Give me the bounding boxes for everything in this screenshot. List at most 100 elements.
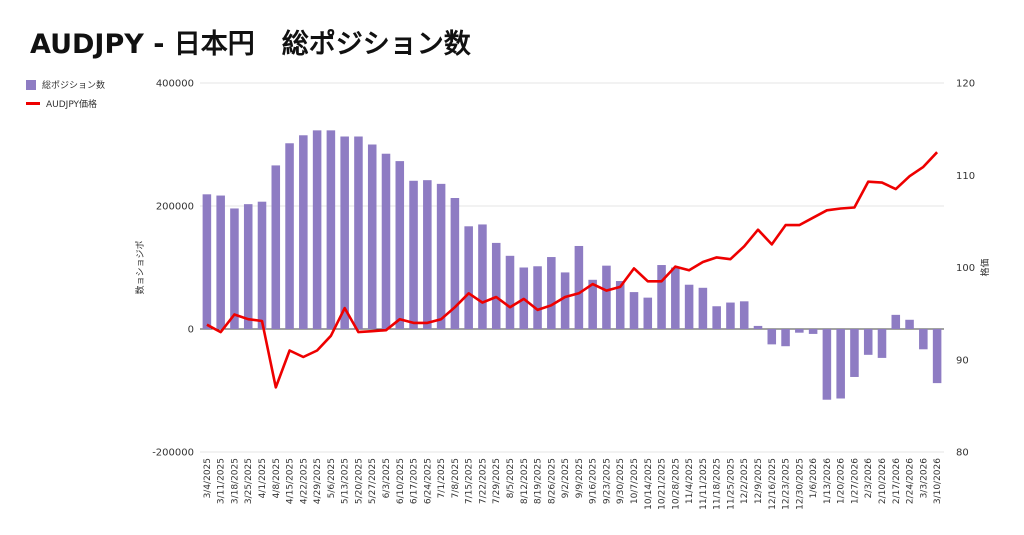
x-tick-label: 1/27/2026 — [850, 458, 860, 504]
bar-total-positions — [712, 306, 721, 329]
x-tick-label: 4/29/2025 — [313, 458, 323, 504]
x-tick-label: 5/27/2025 — [368, 458, 378, 504]
bar-total-positions — [684, 284, 694, 329]
x-tick-label: 10/21/2025 — [658, 458, 668, 510]
x-tick-label: 11/11/2025 — [699, 458, 709, 510]
bar-total-positions — [822, 329, 832, 400]
bar-total-positions — [588, 279, 597, 329]
bar-total-positions — [905, 319, 914, 329]
x-tick-label: 8/19/2025 — [534, 458, 544, 504]
x-tick-label: 1/6/2026 — [809, 458, 819, 499]
legend-swatch-price — [26, 102, 40, 105]
bar-total-positions — [505, 255, 515, 329]
y-right-tick-label: 80 — [956, 448, 969, 459]
x-tick-label: 11/4/2025 — [685, 458, 695, 504]
x-tick-label: 7/8/2025 — [451, 458, 461, 498]
x-tick-label: 2/24/2026 — [906, 458, 916, 504]
bar-total-positions — [932, 329, 942, 384]
x-tick-label: 2/10/2026 — [878, 458, 888, 504]
chart-title: AUDJPY - 日本円 総ポジション数 — [30, 29, 471, 60]
x-tick-label: 4/1/2025 — [258, 458, 268, 498]
x-tick-label: 11/18/2025 — [713, 458, 723, 510]
y-left-tick-label: -200000 — [152, 448, 194, 459]
bar-total-positions — [243, 204, 253, 329]
x-tick-label: 1/13/2026 — [823, 458, 833, 504]
bar-total-positions — [450, 198, 460, 329]
x-tick-label: 11/25/2025 — [726, 458, 736, 510]
price-line — [206, 151, 939, 389]
x-tick-label: 3/3/2026 — [919, 458, 929, 499]
bar-total-positions — [271, 165, 281, 329]
bar-total-positions — [877, 329, 887, 358]
bar-total-positions — [367, 144, 377, 329]
y-right-tick-label: 90 — [956, 355, 969, 366]
bar-total-positions — [299, 135, 308, 329]
x-tick-label: 10/28/2025 — [671, 458, 681, 510]
x-tick-label: 7/29/2025 — [492, 458, 502, 504]
bar-total-positions — [726, 302, 735, 329]
x-tick-label: 3/18/2025 — [230, 458, 240, 504]
bar-total-positions — [863, 329, 873, 355]
x-tick-label: 3/25/2025 — [244, 458, 254, 504]
bar-total-positions — [615, 281, 625, 329]
x-tick-label: 10/14/2025 — [644, 458, 654, 510]
bar-total-positions — [464, 226, 473, 329]
bar-total-positions — [340, 136, 349, 329]
y-left-tick-label: 200000 — [156, 202, 194, 213]
y-right-axis-title: 格価 — [979, 258, 991, 276]
bar-total-positions — [230, 208, 239, 329]
y-right-tick-label: 120 — [956, 79, 975, 90]
x-tick-label: 9/23/2025 — [602, 458, 612, 504]
x-tick-label: 3/10/2026 — [933, 458, 943, 504]
x-tick-label: 12/16/2025 — [768, 458, 778, 510]
bar-total-positions — [795, 329, 804, 333]
x-tick-label: 5/6/2025 — [327, 458, 337, 498]
bar-total-positions — [533, 266, 542, 329]
bar-total-positions — [850, 329, 859, 377]
x-tick-label: 6/17/2025 — [410, 458, 420, 504]
y-right-tick-label: 100 — [956, 263, 975, 274]
x-tick-label: 6/3/2025 — [382, 458, 392, 498]
bar-total-positions — [767, 329, 777, 345]
x-tick-label: 9/16/2025 — [589, 458, 599, 504]
bar-total-positions — [671, 267, 680, 329]
bar-total-positions — [808, 329, 818, 334]
legend-label-price: AUDJPY価格 — [46, 100, 98, 110]
y-left-tick-label: 400000 — [156, 79, 194, 90]
x-tick-label: 2/17/2026 — [892, 458, 902, 504]
bar-total-positions — [574, 245, 584, 329]
x-tick-label: 3/11/2025 — [217, 458, 227, 504]
x-tick-label: 4/22/2025 — [299, 458, 309, 504]
bar-total-positions — [560, 272, 570, 329]
legend-item-price: AUDJPY価格 — [26, 97, 97, 110]
x-tick-label: 4/8/2025 — [272, 458, 282, 498]
legend-label-positions: 総ポジション数 — [42, 81, 106, 91]
bar-total-positions — [395, 161, 405, 329]
x-tick-label: 12/30/2025 — [795, 458, 805, 510]
bar-total-positions — [547, 257, 556, 329]
bar-total-positions — [891, 314, 901, 329]
bar-total-positions — [491, 242, 501, 329]
x-tick-label: 3/4/2025 — [203, 458, 213, 498]
bar-total-positions — [478, 224, 487, 329]
bar-total-positions — [753, 325, 763, 329]
y-left-tick-label: 0 — [188, 325, 194, 336]
x-tick-label: 5/13/2025 — [341, 458, 351, 504]
x-tick-label: 6/10/2025 — [396, 458, 406, 504]
bar-total-positions — [326, 130, 336, 329]
x-tick-label: 9/9/2025 — [575, 458, 585, 498]
x-tick-label: 12/9/2025 — [754, 458, 764, 504]
bar-total-positions — [919, 329, 928, 350]
x-tick-label: 8/12/2025 — [520, 458, 530, 504]
bar-total-positions — [657, 265, 666, 329]
x-tick-label: 9/30/2025 — [616, 458, 626, 504]
bar-total-positions — [285, 143, 294, 329]
x-tick-label: 7/15/2025 — [465, 458, 475, 504]
bar-total-positions — [836, 329, 845, 399]
bar-total-positions — [643, 297, 653, 329]
bar-total-positions — [423, 180, 432, 329]
x-tick-label: 1/20/2026 — [837, 458, 847, 504]
x-tick-label: 8/5/2025 — [506, 458, 516, 498]
x-tick-label: 12/2/2025 — [740, 458, 750, 504]
